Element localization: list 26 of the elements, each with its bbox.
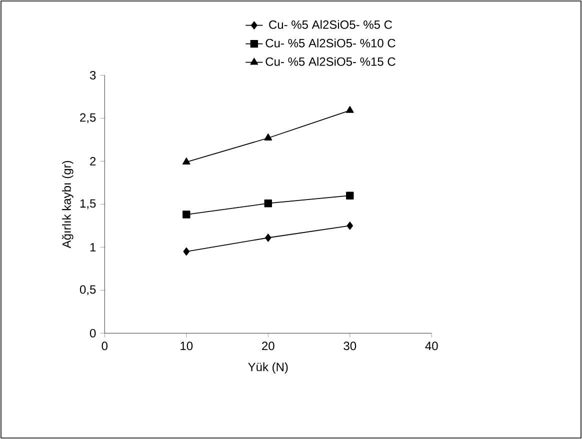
point <box>182 210 190 218</box>
y-tick-label: 1,5 <box>80 199 96 210</box>
x-tick-label: 0 <box>102 342 108 350</box>
y-tick-label: 1 <box>90 243 96 252</box>
point <box>346 106 354 113</box>
x-tick-label: 10 <box>180 342 193 350</box>
legend-label: Cu- %5 Al2SiO5- %10 C <box>266 38 396 48</box>
y-axis-title: Ağırlık kaybı (gr) <box>62 160 74 248</box>
x-axis-title: Yük (N) <box>248 362 288 374</box>
x-tick-label: 20 <box>262 342 274 350</box>
x-tick-label: 40 <box>425 342 438 350</box>
point <box>264 134 272 140</box>
y-tick-label: 2,5 <box>80 113 96 124</box>
point <box>183 247 190 256</box>
legend-label: Cu- %5 Al2SiO5- %15 C <box>266 57 396 66</box>
y-tick-label: 0 <box>90 328 96 338</box>
legend-label: Cu- %5 Al2SiO5- %5 C <box>269 20 392 29</box>
point <box>264 200 272 208</box>
y-tick-label: 2 <box>90 157 96 166</box>
y-tick-label: 0,5 <box>80 285 96 296</box>
point <box>264 234 272 242</box>
y-tick-label: 3 <box>90 70 96 80</box>
point <box>346 192 354 200</box>
x-tick-label: 30 <box>344 342 356 350</box>
point <box>346 222 354 230</box>
point <box>182 158 190 165</box>
